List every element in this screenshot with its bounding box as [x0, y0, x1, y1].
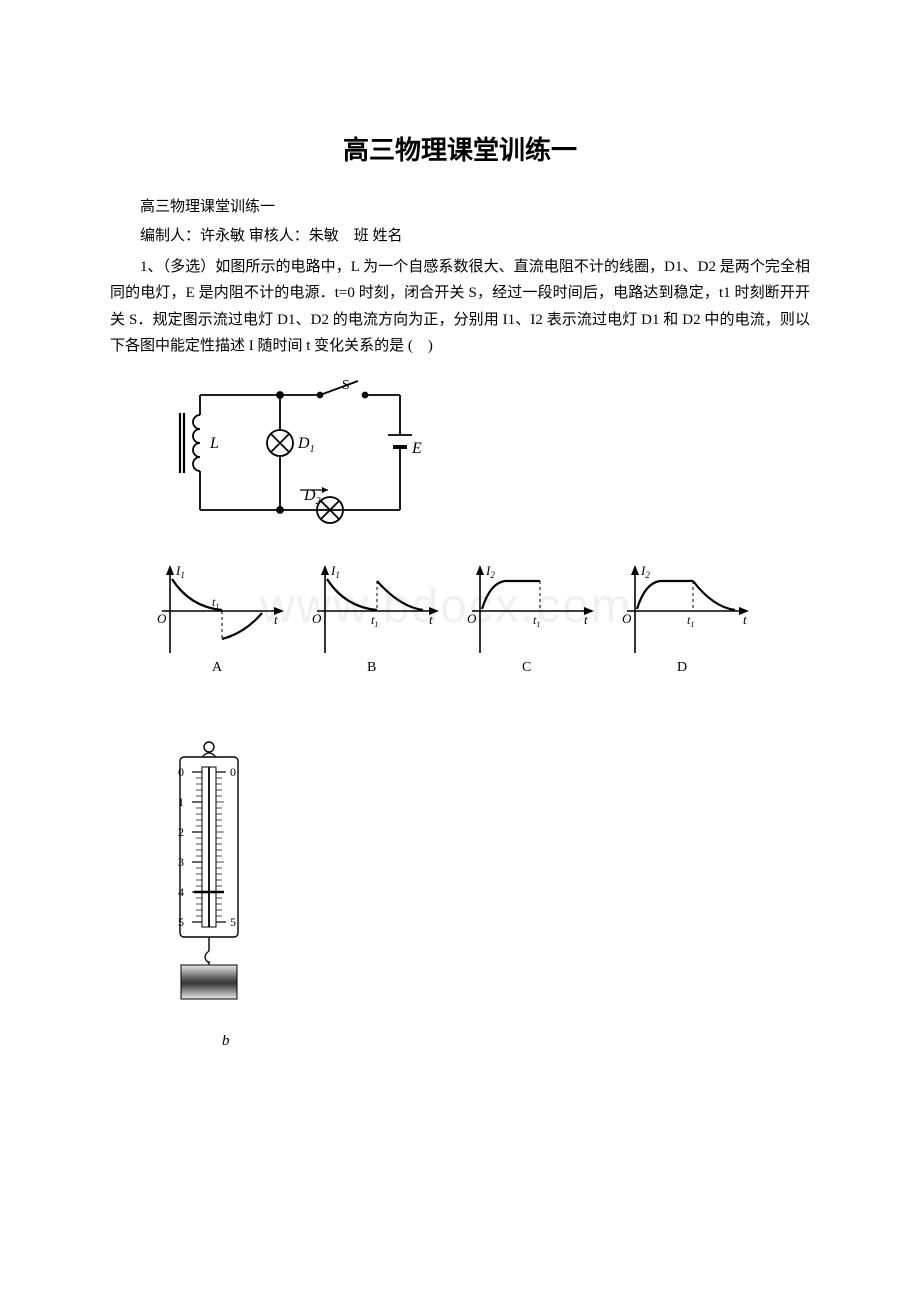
switch-s-label: S — [342, 378, 350, 393]
svg-text:D: D — [677, 660, 687, 675]
svg-text:t1: t1 — [533, 613, 540, 629]
svg-text:B: B — [367, 660, 376, 675]
svg-text:A: A — [212, 660, 223, 675]
emf-e-label: E — [411, 440, 422, 457]
question-1-text: 1、（多选）如图所示的电路中，L 为一个自感系数很大、直流电阻不计的线圈，D1、… — [110, 254, 810, 359]
svg-text:2: 2 — [178, 825, 184, 839]
svg-text:5: 5 — [178, 915, 184, 929]
svg-text:O: O — [467, 611, 477, 626]
figure-b-caption: b — [222, 1033, 810, 1050]
svg-text:t1: t1 — [212, 595, 219, 611]
inductor-l-label: L — [209, 435, 219, 452]
svg-text:t: t — [429, 612, 433, 627]
svg-text:I1: I1 — [330, 563, 340, 580]
subtitle-line: 高三物理课堂训练一 — [110, 193, 810, 222]
svg-text:O: O — [312, 611, 322, 626]
author-line: 编制人：许永敏 审核人：朱敏 班 姓名 — [110, 222, 810, 251]
svg-text:O: O — [622, 611, 632, 626]
svg-text:I2: I2 — [485, 563, 495, 580]
svg-text:C: C — [522, 660, 531, 675]
svg-text:t1: t1 — [687, 613, 694, 629]
svg-text:t1: t1 — [371, 613, 378, 629]
svg-text:5: 5 — [230, 915, 236, 929]
spring-scale-figure: 0 1 2 3 4 5 0 5 b — [134, 737, 810, 1050]
svg-text:1: 1 — [178, 795, 184, 809]
svg-text:O: O — [157, 611, 167, 626]
svg-text:I2: I2 — [640, 563, 650, 580]
svg-text:0: 0 — [178, 765, 184, 779]
svg-text:3: 3 — [178, 855, 184, 869]
lamp-d1-label: D1 — [297, 435, 315, 455]
svg-text:4: 4 — [178, 885, 184, 899]
svg-text:t: t — [743, 612, 747, 627]
svg-text:I1: I1 — [175, 563, 185, 580]
graphs-row: www.bdocx.com I1 O t t1 — [150, 561, 810, 681]
svg-text:t: t — [584, 612, 588, 627]
circuit-diagram: S L D1 D2 E — [170, 375, 810, 545]
svg-text:0: 0 — [230, 765, 236, 779]
svg-text:t: t — [274, 612, 278, 627]
page-title: 高三物理课堂训练一 — [110, 130, 810, 167]
